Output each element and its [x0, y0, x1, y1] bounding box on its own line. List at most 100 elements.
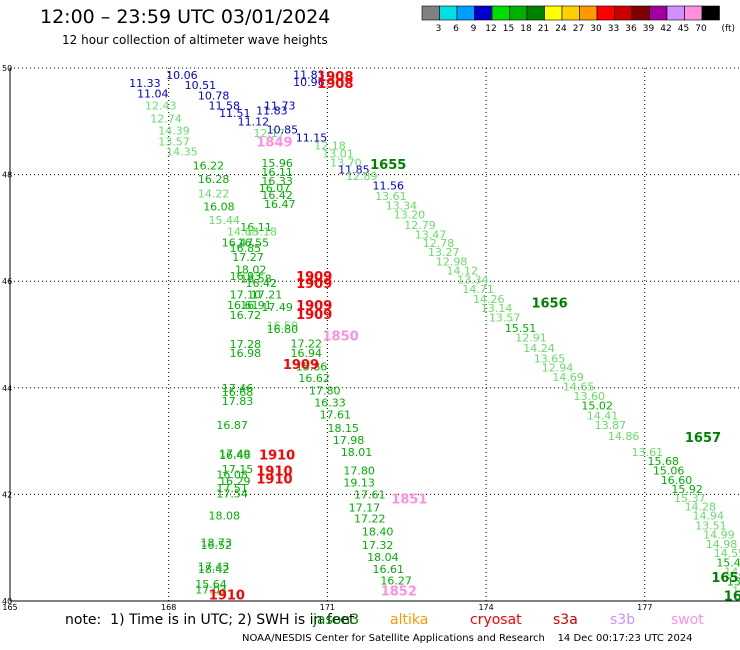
y-tick-label: 50	[2, 64, 12, 73]
wave-height-label: 14.94	[693, 510, 725, 523]
legend-label: 9	[471, 24, 477, 34]
wave-height-label: 13.57	[489, 311, 521, 324]
wave-height-label: 17.61	[320, 408, 352, 421]
wave-height-label: 17.03	[195, 583, 227, 596]
wave-height-label: 14.98	[706, 538, 738, 551]
wave-height-label: 14.68	[227, 226, 259, 239]
satellite-s3b: s3b	[610, 612, 636, 628]
wave-height-label: 16.08	[216, 469, 248, 482]
wave-height-label: 14.54	[724, 566, 740, 579]
wave-height-label: 16.11	[261, 166, 293, 179]
wave-height-label: 18.04	[367, 551, 399, 564]
wave-height-label: 19.13	[343, 477, 375, 490]
wave-height-label: 13.34	[386, 200, 418, 213]
wave-height-label: 16.47	[264, 198, 296, 211]
wave-height-label: 18.42	[198, 563, 230, 576]
wave-height-label: 16.87	[216, 419, 248, 432]
wave-height-label: 13.47	[415, 228, 447, 241]
wave-height-label: 16.60	[661, 474, 693, 487]
wave-height-label: 18.08	[208, 510, 240, 523]
legend-label: 3	[436, 24, 442, 34]
wave-height-label: 13.60	[573, 390, 605, 403]
time-label: 1656	[531, 297, 567, 312]
satellite-altika: altika	[390, 612, 429, 628]
time-label: 1909	[296, 270, 332, 285]
wave-height-label: 16.68	[222, 386, 254, 399]
wave-height-label: 13.14	[481, 302, 513, 315]
satellite-swot: swot	[671, 612, 704, 628]
time-label: 1909	[296, 308, 332, 323]
satellite-jason3: jason3	[313, 612, 360, 628]
x-tick-label: 177	[637, 603, 652, 612]
wave-height-label: 12.98	[436, 255, 468, 268]
wave-height-label: 17.49	[219, 447, 251, 460]
wave-height-label: 11.04	[137, 88, 169, 101]
wave-height-label: 16.46	[219, 449, 251, 462]
wave-height-label: 17.46	[222, 382, 254, 395]
wave-height-label: 17.32	[362, 539, 394, 552]
wave-height-label: 17.49	[261, 301, 293, 314]
wave-height-label: 15.40	[716, 557, 740, 570]
wave-height-label: 16.98	[230, 347, 262, 360]
legend-label: 42	[660, 24, 671, 34]
wave-height-label: 17.80	[309, 384, 341, 397]
wave-height-label: 18.40	[362, 526, 394, 539]
wave-height-label: 13.20	[394, 209, 426, 222]
wave-height-label: 12.18	[314, 139, 346, 152]
wave-height-label: 17.83	[222, 395, 254, 408]
wave-height-label: 10.06	[166, 69, 198, 82]
wave-height-label: 13.57	[158, 136, 190, 149]
wave-height-label: 11.85	[338, 163, 370, 176]
wave-height-label: 16.62	[298, 372, 330, 385]
time-label: 1850	[323, 330, 359, 345]
wave-height-label: 14.24	[523, 342, 555, 355]
wave-height-label: 15.64	[195, 578, 227, 591]
wave-height-label: 18.73	[201, 536, 233, 549]
wave-height-label: 16.94	[290, 347, 322, 360]
legend-label: 12	[485, 24, 496, 34]
wave-height-label: 16.55	[238, 236, 270, 249]
legend-label: 18	[520, 24, 532, 34]
wave-height-label: 16.72	[230, 309, 262, 322]
wave-height-label: 14.99	[703, 528, 735, 541]
wave-height-label: 11.83	[256, 105, 288, 118]
wave-height-label: 16.61	[227, 299, 259, 312]
time-label: 1849	[256, 136, 292, 151]
time-label: 1908	[317, 70, 353, 85]
legend-label: 6	[453, 24, 459, 34]
legend-label: 39	[643, 24, 655, 34]
wave-height-label: 11.33	[129, 77, 161, 90]
x-tick-label: 174	[478, 603, 493, 612]
wave-height-label: 13.65	[534, 352, 566, 365]
wave-height-label: 10.78	[198, 90, 230, 103]
wave-height-label: 12.78	[423, 237, 455, 250]
time-label: 1910	[259, 448, 295, 463]
wave-height-label: 16.52	[201, 539, 233, 552]
wave-height-label: 16.29	[219, 475, 251, 488]
wave-height-label: 14.39	[158, 124, 190, 137]
wave-height-label: 17.80	[343, 464, 375, 477]
wave-height-label: 14.41	[587, 410, 619, 423]
wave-height-label: 13.70	[330, 156, 362, 169]
wave-height-label: 16.47	[222, 236, 254, 249]
time-label: 1910	[209, 589, 245, 604]
wave-height-label: 15.92	[671, 483, 703, 496]
wave-height-label: 10.96	[293, 76, 325, 89]
time-label: 1910	[256, 472, 292, 487]
wave-height-label: 15.02	[581, 399, 613, 412]
wave-height-label: 17.10	[230, 289, 262, 302]
wave-height-label: 14.71	[462, 283, 494, 296]
wave-height-label: 14.36	[732, 584, 740, 597]
wave-height-label: 13.27	[428, 246, 460, 259]
wave-height-label: 12.17	[253, 127, 285, 140]
chart-title: 12:00 – 23:59 UTC 03/01/2024	[40, 6, 331, 28]
y-tick-label: 42	[2, 490, 12, 499]
satellite-cryosat: cryosat	[470, 612, 522, 628]
wave-height-label: 13.01	[322, 147, 354, 160]
x-tick-label: 171	[320, 603, 335, 612]
wave-height-label: 11.58	[208, 99, 240, 112]
wave-height-label: 16.58	[240, 273, 272, 286]
wave-height-label: 17.54	[216, 487, 248, 500]
wave-height-label: 14.55	[714, 547, 740, 560]
time-label: 1852	[381, 584, 417, 599]
